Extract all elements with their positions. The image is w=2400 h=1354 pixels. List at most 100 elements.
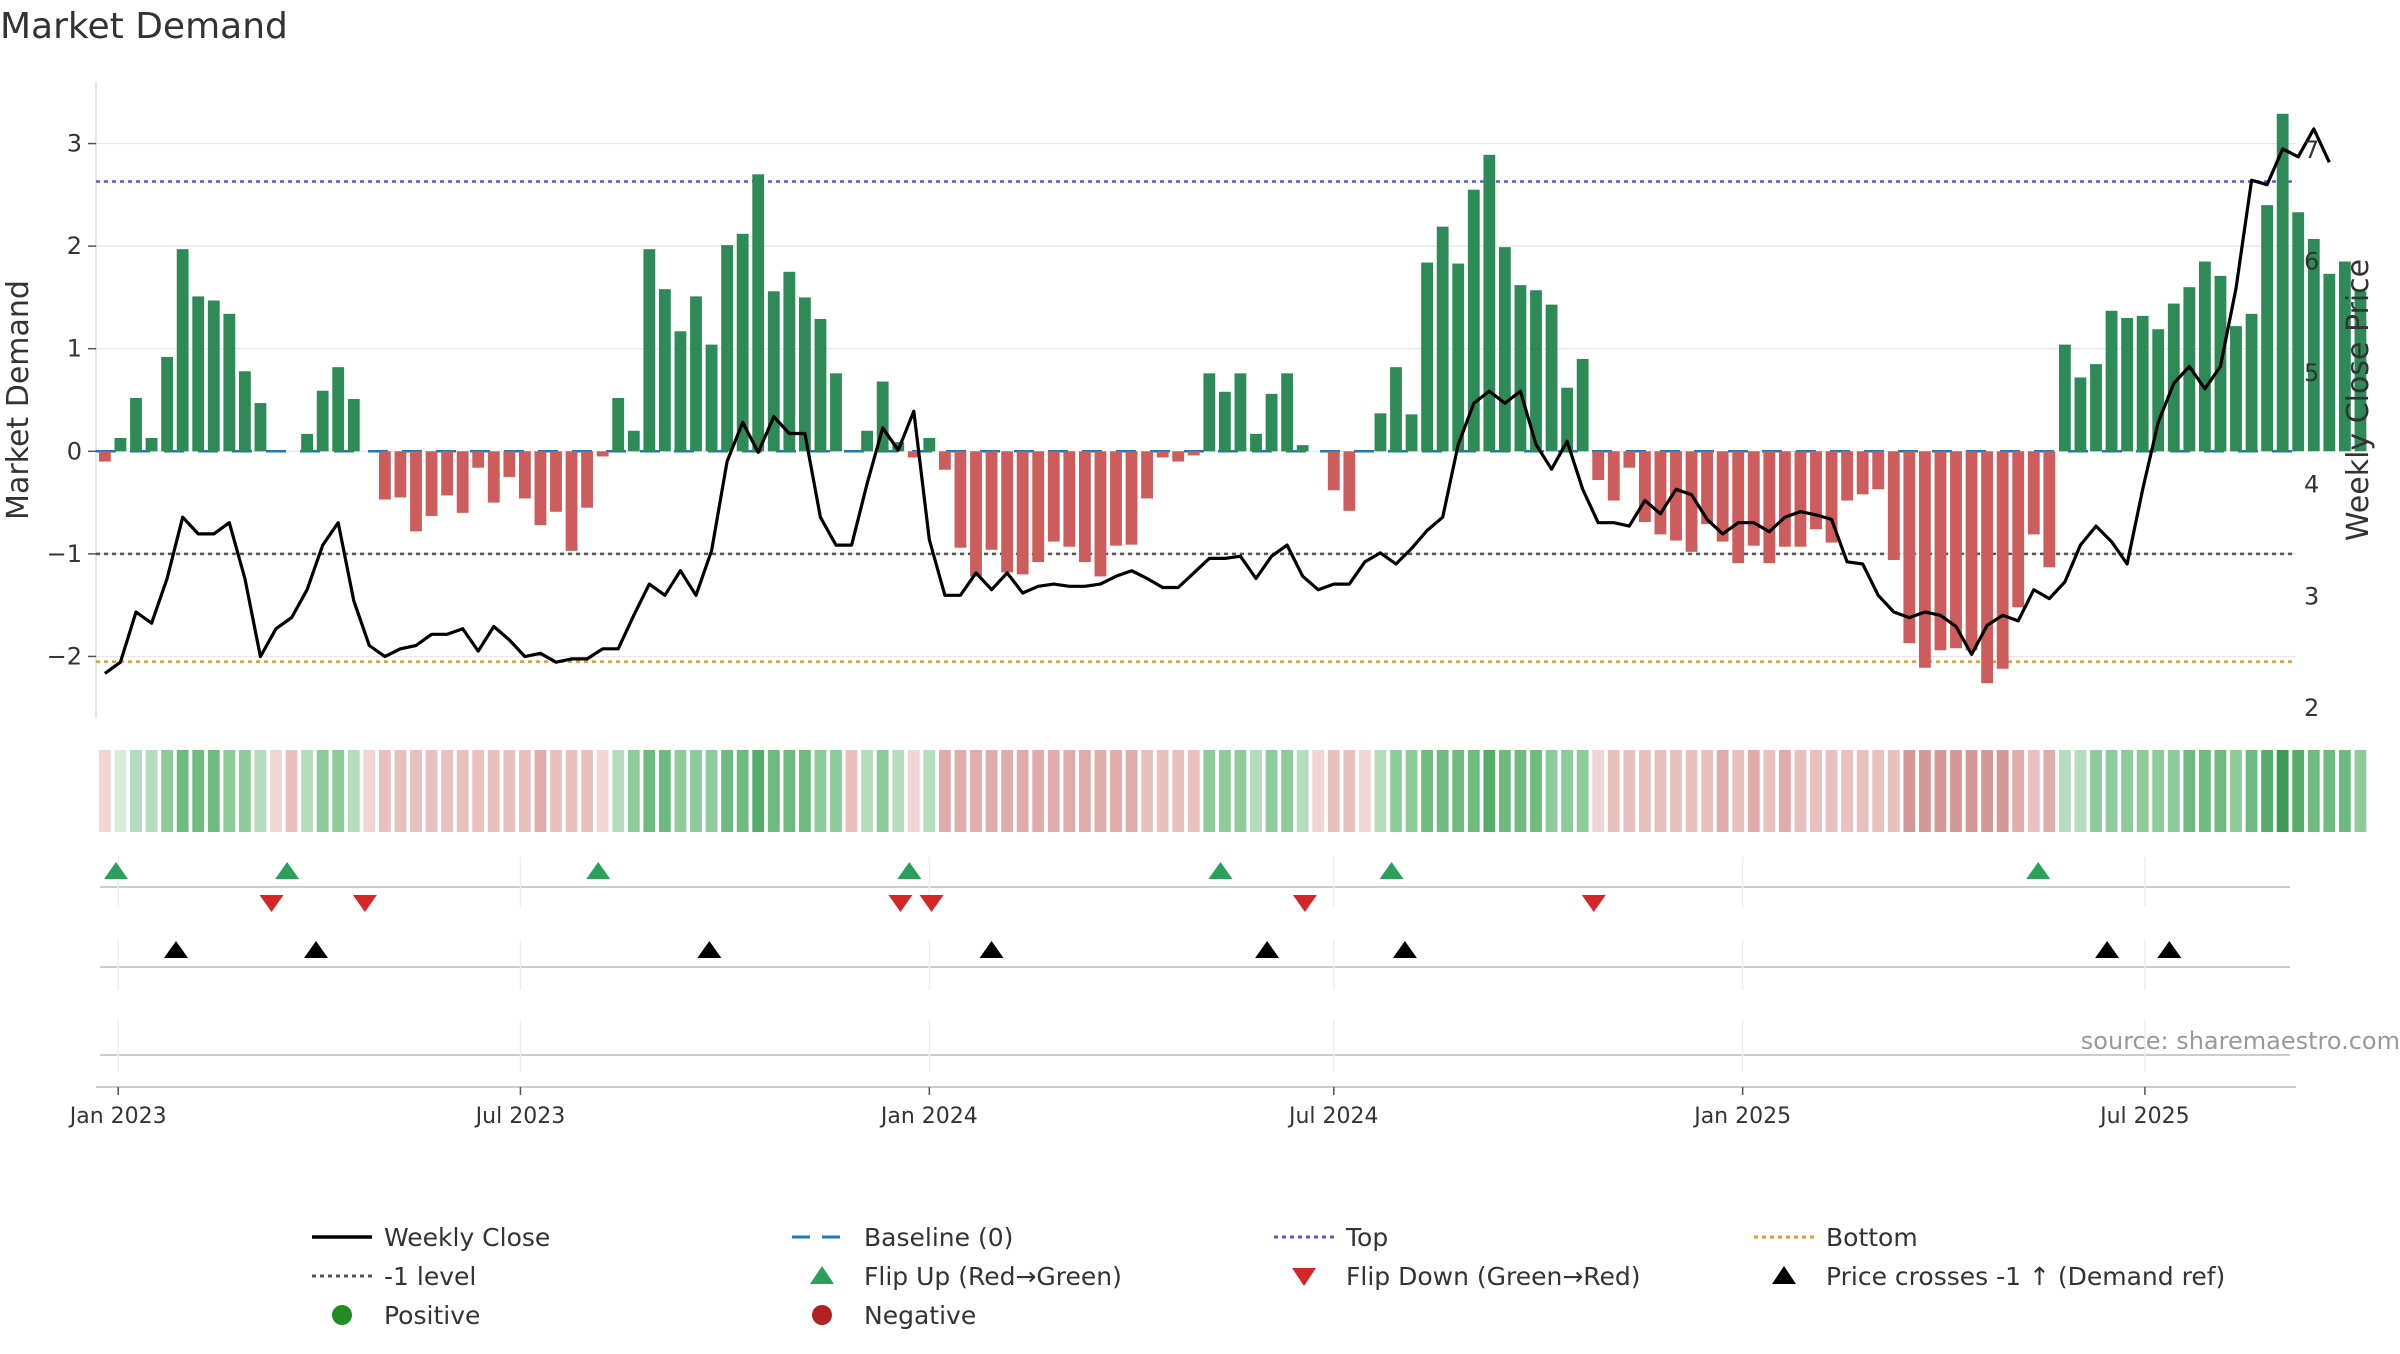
heatmap-cell <box>907 750 920 832</box>
heatmap-cell <box>2276 750 2289 832</box>
heatmap-cell <box>254 750 267 832</box>
legend-swatch-triangle-up <box>1772 1266 1796 1284</box>
demand-bar <box>1374 413 1387 452</box>
heatmap-cell <box>565 750 578 832</box>
demand-bar <box>161 356 174 452</box>
heatmap-cell <box>1110 750 1122 832</box>
heatmap-cell <box>1452 750 1465 832</box>
right-tick-label: 6 <box>2304 248 2319 276</box>
demand-bar <box>861 430 874 452</box>
demand-bar <box>534 451 547 526</box>
demand-bar <box>1296 445 1309 452</box>
legend-label: Bottom <box>1826 1223 1918 1252</box>
heatmap-cell <box>192 750 205 832</box>
left-tick-label: 0 <box>67 437 82 465</box>
heatmap-cell <box>1623 750 1636 832</box>
chart-title: Market Demand <box>0 6 288 47</box>
demand-bar <box>145 437 158 452</box>
demand-bar <box>1436 226 1449 452</box>
demand-bar <box>1887 451 1900 561</box>
price-cross-marker <box>1255 941 1280 958</box>
right-axis-label: Weekly Close Price <box>2341 259 2376 541</box>
demand-bar <box>1561 387 1574 452</box>
demand-bar <box>238 371 251 452</box>
heatmap-cell <box>270 750 282 832</box>
demand-bar <box>1747 451 1760 546</box>
heatmap-cell <box>1654 750 1667 832</box>
weekly-close-line <box>103 127 2331 675</box>
demand-bar <box>223 313 236 452</box>
legend-label: Positive <box>384 1301 480 1330</box>
heatmap-cell <box>1047 750 1060 832</box>
demand-bar <box>1172 451 1185 462</box>
heatmap-cell <box>2058 750 2071 832</box>
heatmap-cell <box>767 750 780 832</box>
demand-bar <box>1607 451 1620 501</box>
demand-bar <box>1981 451 1994 684</box>
demand-bar <box>114 437 127 452</box>
heatmap-cell <box>2136 750 2149 832</box>
flip-down-marker <box>1292 895 1317 912</box>
demand-bar <box>1498 247 1511 452</box>
demand-bar <box>1918 451 1931 668</box>
heatmap-cell <box>690 750 702 832</box>
heatmap-cell <box>207 750 220 832</box>
heatmap-cell <box>1281 750 1294 832</box>
demand-bar <box>1903 451 1916 644</box>
demand-bar <box>1016 451 1029 575</box>
heatmap-cell <box>347 750 360 832</box>
demand-bar <box>1125 451 1138 545</box>
right-tick-label: 5 <box>2304 359 2319 387</box>
legend-label: Baseline (0) <box>864 1223 1013 1252</box>
heatmap-cell <box>1296 750 1309 832</box>
heatmap-cell <box>1343 750 1356 832</box>
heatmap-cell <box>161 750 174 832</box>
heatmap-cell <box>1592 750 1605 832</box>
heatmap-cell <box>876 750 889 832</box>
demand-bar <box>1996 451 2009 669</box>
demand-bar <box>1576 358 1589 452</box>
demand-bar <box>425 451 438 516</box>
heatmap-cell <box>1218 750 1231 832</box>
x-tick-label: Jan 2023 <box>68 1104 167 1129</box>
flip-down-marker <box>919 895 944 912</box>
heatmap-cell <box>830 750 842 832</box>
heatmap-cell <box>1670 750 1682 832</box>
demand-bar <box>1638 451 1651 523</box>
demand-bar <box>721 245 734 452</box>
heatmap-cell <box>1016 750 1029 832</box>
heatmap-cell <box>892 750 905 832</box>
heatmap-cell <box>1156 750 1169 832</box>
heatmap-cell <box>1374 750 1387 832</box>
demand-bar <box>752 174 765 452</box>
right-tick-label: 3 <box>2304 582 2319 610</box>
flip-up-marker <box>897 862 922 879</box>
heatmap-cell <box>316 750 329 832</box>
heatmap-cell <box>114 750 127 832</box>
heatmap-cell <box>954 750 967 832</box>
demand-bar <box>658 289 671 452</box>
legend-label: Price crosses -1 ↑ (Demand ref) <box>1826 1262 2225 1291</box>
demand-bar <box>2292 212 2305 452</box>
demand-bar <box>2074 377 2087 452</box>
demand-bar <box>1063 451 1076 547</box>
demand-bar <box>1934 451 1947 651</box>
legend-swatch-triangle-down <box>1292 1268 1316 1286</box>
demand-bar <box>2152 329 2165 452</box>
demand-bar <box>130 397 142 452</box>
demand-bar <box>550 451 562 512</box>
demand-bar <box>1654 451 1667 535</box>
demand-bar <box>1327 451 1340 491</box>
demand-bar <box>2121 317 2134 452</box>
heatmap-cell <box>1732 750 1745 832</box>
demand-bar <box>1701 451 1714 525</box>
demand-bar <box>2354 291 2367 452</box>
demand-bar <box>938 451 951 470</box>
heatmap-cell <box>1172 750 1185 832</box>
heatmap-cell <box>2354 750 2367 832</box>
demand-bar <box>1250 433 1262 452</box>
price-cross-marker <box>2095 941 2120 958</box>
flip-up-marker <box>586 862 611 879</box>
flip-down-marker <box>259 895 284 912</box>
